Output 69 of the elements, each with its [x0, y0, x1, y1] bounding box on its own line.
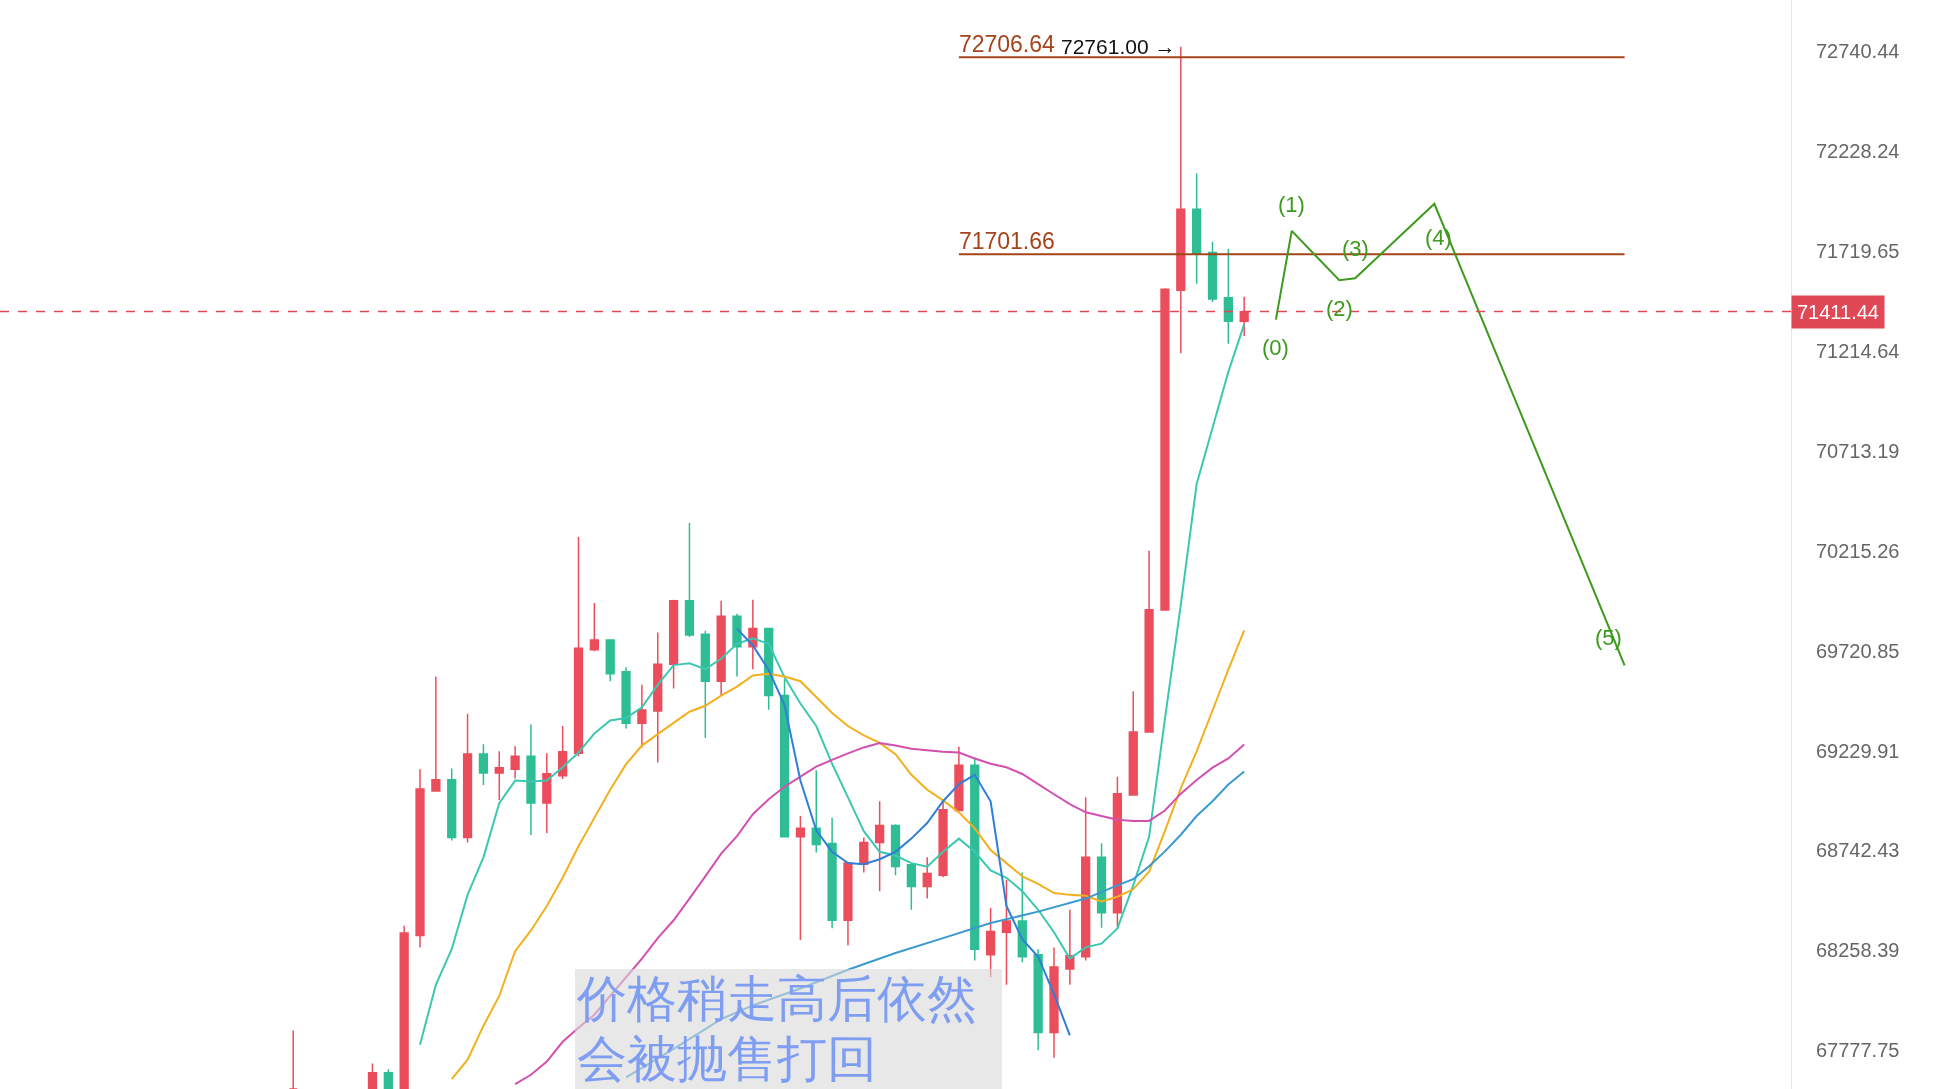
candlestick [447, 767, 457, 842]
candlestick [526, 723, 536, 836]
candlestick [637, 684, 647, 749]
annotation: (2) [1326, 296, 1353, 321]
candlestick [510, 745, 520, 780]
candlestick [985, 907, 996, 979]
ref-line-label: 71411.44 [1797, 301, 1879, 323]
candlestick [1001, 879, 1012, 986]
candlestick [542, 752, 552, 834]
y-tick-label: 69229.91 [1816, 739, 1900, 762]
candlestick [875, 800, 885, 892]
candlestick [906, 863, 916, 911]
candlestick [1096, 842, 1107, 929]
candlestick [811, 769, 821, 854]
y-tick-label: 68742.43 [1816, 839, 1900, 862]
y-tick-label: 68258.39 [1816, 939, 1900, 962]
candlestick [653, 631, 663, 764]
candlestick [415, 768, 425, 949]
candlestick [843, 862, 853, 947]
candlestick [1081, 796, 1091, 962]
candlestick [621, 666, 631, 730]
candlestick [716, 599, 726, 697]
y-tick-label: 72228.24 [1816, 139, 1900, 162]
candlestick [1223, 248, 1233, 345]
y-tick-label: 70215.26 [1816, 539, 1900, 562]
candlestick [478, 743, 489, 786]
y-tick-label: 70713.19 [1816, 439, 1900, 462]
candlestick [431, 675, 441, 792]
candlestick [1033, 948, 1043, 1052]
line-series [450, 629, 1246, 1081]
line-series [514, 741, 1246, 1086]
annotation: (0) [1262, 335, 1289, 360]
candlestick [288, 1029, 298, 1089]
candlestick [383, 1068, 393, 1089]
annotation: (1) [1278, 192, 1305, 217]
candlestick [1128, 690, 1138, 796]
data-label: 72706.64 [958, 30, 1056, 57]
candlestick [367, 1062, 378, 1089]
data-label: 71701.66 [958, 227, 1055, 254]
candlestick [494, 750, 504, 801]
y-tick-label: 69720.85 [1816, 639, 1900, 662]
candlestick [700, 629, 710, 739]
candlestick [668, 598, 679, 690]
candlestick [922, 856, 932, 900]
candlestick [732, 612, 742, 678]
candlestick [859, 836, 869, 874]
candlestick [605, 639, 615, 682]
candlestick [1112, 775, 1123, 928]
candlestick [589, 602, 599, 653]
candlestick [827, 817, 837, 930]
candlestick [573, 536, 584, 757]
candlestick [779, 678, 790, 838]
y-tick-label: 71719.65 [1816, 239, 1900, 262]
candlestick [1144, 549, 1154, 733]
y-tick-label: 71214.64 [1816, 339, 1900, 362]
candlestick [938, 800, 948, 878]
candlestick [684, 522, 695, 638]
candlestick [1065, 908, 1075, 986]
candlestick [1207, 241, 1218, 303]
y-tick-label: 67777.75 [1816, 1039, 1900, 1062]
y-tick-label: 72740.44 [1816, 39, 1900, 62]
candlestick [462, 713, 473, 844]
candlestick [399, 924, 409, 1089]
candlestick [1192, 172, 1202, 285]
candlestick [954, 746, 964, 812]
candlestick [970, 756, 980, 962]
annotation: 72761.00 → [1061, 35, 1176, 58]
candlestick [795, 815, 806, 941]
candlestick [1049, 946, 1059, 1059]
